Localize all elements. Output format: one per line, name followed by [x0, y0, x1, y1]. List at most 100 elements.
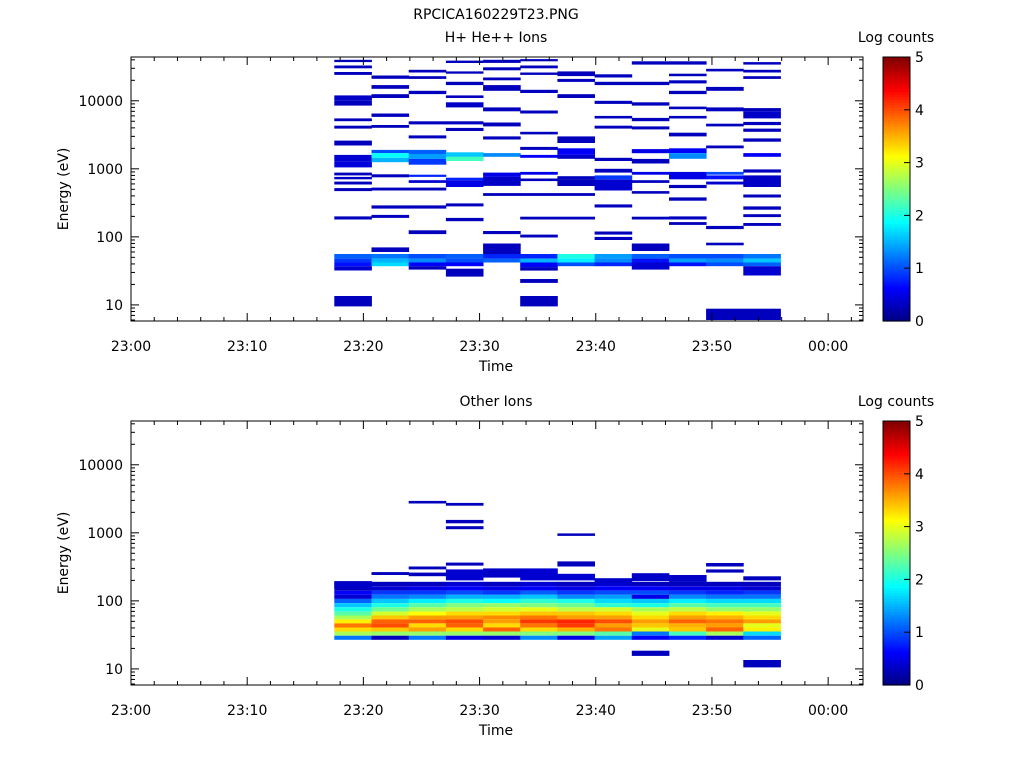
heatmap-cell	[445, 635, 484, 640]
heatmap-cell	[669, 197, 707, 201]
heatmap-cell	[520, 603, 558, 608]
heatmap-cell	[334, 181, 372, 185]
heatmap-cell	[557, 573, 595, 581]
heatmap-cell	[445, 177, 484, 181]
heatmap-cell	[669, 611, 707, 616]
heatmap-cell	[594, 594, 633, 599]
heatmap-cell	[631, 650, 670, 656]
colorbar-step	[883, 286, 910, 290]
colorbar-step	[883, 476, 910, 480]
colorbar-step	[883, 120, 910, 124]
heatmap-cell	[706, 171, 744, 175]
colorbar-step	[883, 157, 910, 161]
colorbar-step	[883, 642, 910, 646]
heatmap-cell	[631, 102, 670, 106]
heatmap-cell	[594, 615, 633, 620]
colorbar-step	[883, 663, 910, 668]
heatmap-cell	[483, 153, 521, 157]
colorbar-step	[883, 568, 910, 573]
colorbar-step	[883, 294, 910, 298]
heatmap-cell	[445, 519, 484, 524]
heatmap-cell	[706, 623, 744, 628]
heatmap-cell	[445, 619, 484, 624]
heatmap-cell	[631, 619, 670, 624]
colorbar-step	[883, 616, 910, 620]
heatmap-cell	[445, 268, 484, 277]
colorbar-step	[883, 444, 910, 448]
colorbar-step	[883, 421, 910, 425]
heatmap-cell	[371, 75, 410, 79]
heatmap-cell	[371, 623, 410, 628]
heatmap-cell	[669, 635, 707, 640]
heatmap-cell	[445, 598, 484, 604]
y-axis-label: Energy (eV)	[56, 148, 72, 231]
heatmap-cell	[334, 154, 372, 161]
heatmap-cell	[445, 127, 484, 131]
colorbar-step	[883, 202, 910, 206]
heatmap-cell	[631, 126, 670, 130]
x-tick-label: 23:30	[459, 339, 499, 355]
heatmap-cell	[483, 586, 521, 591]
heatmap-cell	[631, 81, 670, 86]
heatmap-cell	[631, 171, 670, 175]
heatmap-cell	[706, 175, 744, 180]
heatmap-cell	[483, 581, 521, 587]
heatmap-cell	[669, 586, 707, 591]
heatmap-cell	[520, 627, 558, 632]
colorbar-step	[883, 494, 910, 499]
heatmap-cell	[669, 216, 707, 220]
heatmap-cell	[631, 635, 670, 640]
heatmap-cell	[631, 623, 670, 628]
heatmap-cell	[557, 216, 595, 220]
heatmap-cell	[631, 581, 670, 587]
colorbar-step	[883, 545, 910, 549]
heatmap-cell	[631, 586, 670, 591]
heatmap-cell	[408, 266, 447, 270]
heatmap-cell	[743, 254, 781, 259]
colorbar-step	[883, 212, 910, 216]
heatmap-cell	[408, 619, 447, 624]
colorbar-step	[883, 592, 910, 596]
colorbar-step	[883, 123, 910, 127]
heatmap-cell	[743, 266, 781, 276]
colorbar-step	[883, 521, 910, 525]
colorbar-step	[883, 64, 910, 69]
heatmap-cell	[408, 258, 447, 263]
heatmap-cell	[334, 216, 372, 220]
heatmap-cell	[445, 603, 484, 608]
heatmap-cell	[408, 598, 447, 604]
colorbar-step	[883, 244, 910, 248]
heatmap-cell	[408, 572, 447, 577]
x-tick-label: 23:20	[343, 339, 383, 355]
heatmap-cell	[334, 140, 372, 146]
heatmap-cell	[483, 627, 521, 632]
colorbar-step	[883, 582, 910, 586]
heatmap-cell	[743, 598, 781, 604]
colorbar-step	[883, 297, 910, 301]
colorbar-step	[883, 471, 910, 475]
heatmap-cell	[520, 623, 558, 628]
heatmap-cell	[743, 76, 781, 79]
heatmap-cell	[445, 217, 484, 222]
heatmap-cell	[743, 619, 781, 624]
heatmap-cell	[520, 279, 558, 283]
colorbar-step	[883, 436, 910, 441]
heatmap-cell	[669, 619, 707, 624]
heatmap-cell	[483, 67, 521, 71]
heatmap-cell	[408, 149, 447, 155]
colorbar-step	[883, 489, 910, 493]
heatmap-cell	[669, 115, 707, 119]
heatmap-cell	[483, 176, 521, 186]
colorbar-step	[883, 72, 910, 77]
heatmap-cell	[631, 149, 670, 154]
colorbar-step	[883, 133, 910, 137]
colorbar-step	[883, 465, 910, 470]
heatmap-cell	[408, 635, 447, 640]
colorbar: 0 1 2 3 4 5	[882, 50, 924, 330]
heatmap-cell	[743, 111, 781, 119]
y-tick-label: 100	[96, 230, 123, 246]
heatmap-cell	[557, 148, 595, 155]
heatmap-cell	[706, 615, 744, 620]
colorbar-step	[883, 526, 910, 530]
